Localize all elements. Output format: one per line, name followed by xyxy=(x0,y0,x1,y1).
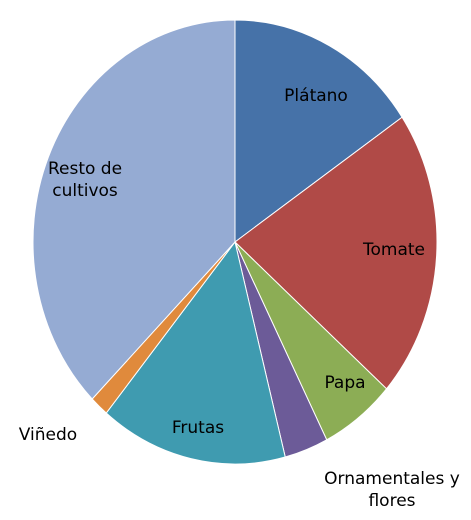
pie-slice xyxy=(234,19,403,243)
slice-label: Viñedo xyxy=(18,425,78,445)
slice-label: Resto de cultivos xyxy=(47,159,123,201)
slice-label: Frutas xyxy=(171,418,225,438)
slice-label: Tomate xyxy=(363,240,425,260)
slice-label: Papa xyxy=(324,373,366,393)
pie-slice xyxy=(32,19,236,400)
pie-slice xyxy=(234,116,438,390)
pie-slice xyxy=(105,240,286,465)
slice-label: Plátano xyxy=(284,86,348,106)
slice-label: Ornamentales y flores xyxy=(324,469,460,511)
